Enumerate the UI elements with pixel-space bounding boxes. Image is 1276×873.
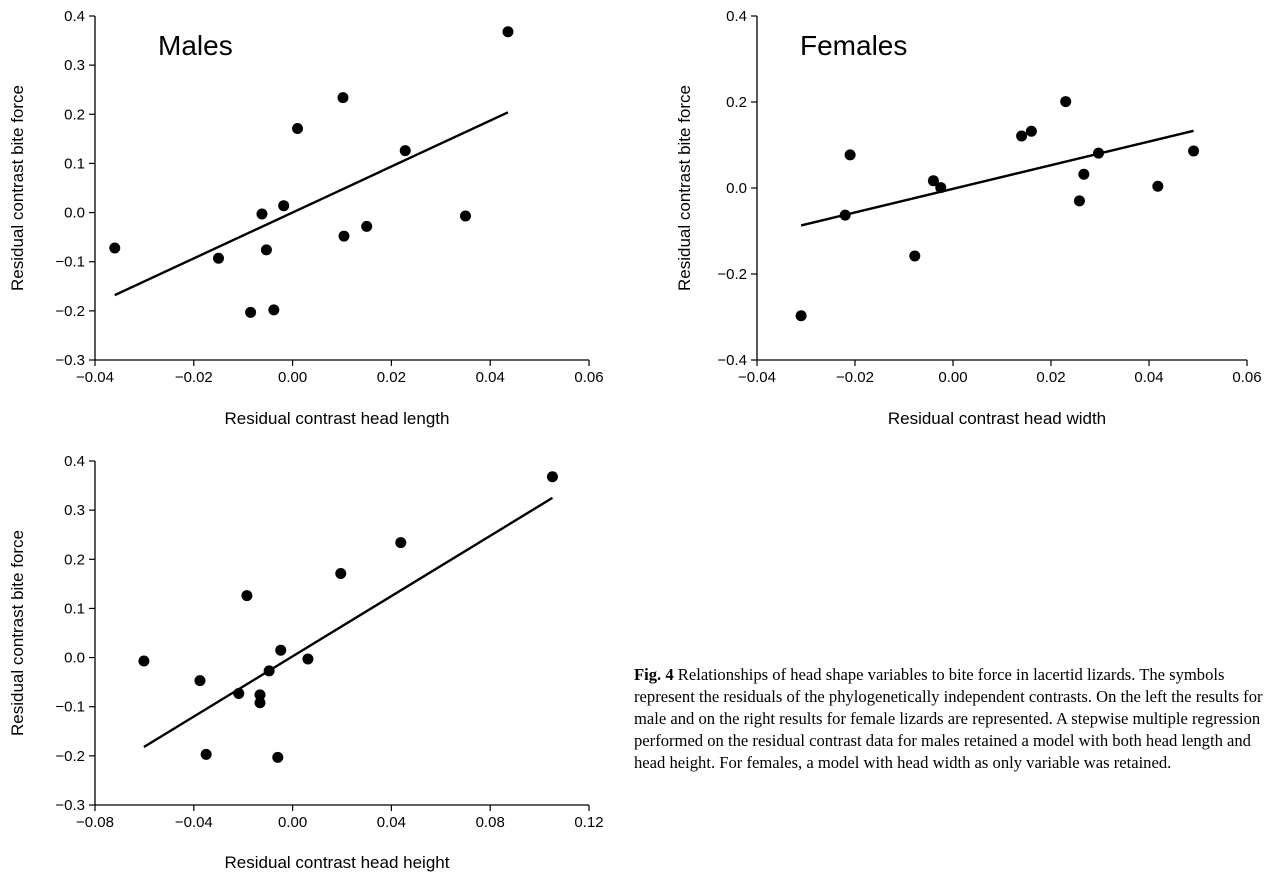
data-point bbox=[213, 252, 224, 264]
x-tick-label: −0.02 bbox=[836, 369, 874, 386]
data-point bbox=[1093, 147, 1105, 159]
regression-line bbox=[143, 496, 554, 749]
x-tick-label: 0.06 bbox=[574, 369, 603, 386]
data-point bbox=[502, 26, 514, 38]
x-tick-label: 0.04 bbox=[1134, 369, 1163, 386]
caption-label: Fig. 4 bbox=[634, 665, 674, 684]
y-tick-label: 0.4 bbox=[726, 8, 747, 25]
y-axis-label: Residual contrast bite force bbox=[8, 85, 27, 291]
x-tick-label: 0.00 bbox=[278, 369, 307, 386]
x-axis-label: Residual contrast head height bbox=[225, 853, 450, 872]
x-tick-label: −0.04 bbox=[76, 369, 114, 386]
data-point bbox=[233, 687, 245, 699]
females-head-width-chart: 0.4 0.2 0.0 −0.2 −0.4−0.04 −0.02 0.00 0.02 0.04 0… bbox=[675, 8, 1262, 428]
data-point bbox=[1060, 96, 1072, 108]
y-tick-label: 0.1 bbox=[64, 600, 85, 617]
data-point bbox=[361, 220, 373, 232]
y-tick-label: −0.1 bbox=[55, 254, 85, 271]
data-point bbox=[395, 537, 407, 549]
x-tick-label: −0.08 bbox=[76, 814, 114, 831]
data-point bbox=[795, 310, 807, 322]
x-axis-label: Residual contrast head length bbox=[225, 409, 450, 428]
x-tick-label: 0.04 bbox=[377, 814, 406, 831]
data-point bbox=[278, 200, 290, 212]
data-point bbox=[1152, 180, 1164, 192]
x-tick-label: 0.06 bbox=[1232, 369, 1261, 386]
data-point bbox=[194, 675, 206, 687]
y-axis-label: Residual contrast bite force bbox=[8, 530, 27, 736]
x-tick-label: 0.02 bbox=[1036, 369, 1065, 386]
regression-line bbox=[800, 129, 1194, 227]
y-tick-label: −0.1 bbox=[55, 699, 85, 716]
y-tick-label: 0.1 bbox=[64, 155, 85, 172]
data-point bbox=[275, 644, 287, 656]
y-tick-label: 0.2 bbox=[726, 94, 747, 111]
y-tick-label: 0.4 bbox=[64, 8, 85, 25]
data-point bbox=[335, 568, 347, 580]
data-point bbox=[1078, 168, 1090, 180]
x-tick-label: −0.02 bbox=[175, 369, 213, 386]
data-point bbox=[1188, 145, 1200, 157]
data-point bbox=[399, 145, 411, 157]
y-tick-label: −0.2 bbox=[717, 266, 747, 283]
data-point bbox=[245, 306, 257, 318]
data-point bbox=[927, 175, 939, 187]
data-point bbox=[844, 149, 856, 161]
data-point bbox=[254, 697, 266, 709]
y-tick-label: 0.2 bbox=[64, 551, 85, 568]
caption-text: Relationships of head shape variables to… bbox=[634, 665, 1263, 772]
y-tick-label: −0.2 bbox=[55, 748, 85, 765]
data-point bbox=[338, 230, 350, 242]
data-point bbox=[460, 210, 471, 222]
y-tick-label: 0.2 bbox=[64, 106, 85, 123]
x-tick-label: 0.00 bbox=[278, 814, 307, 831]
data-point bbox=[268, 304, 280, 316]
data-point bbox=[109, 242, 121, 254]
y-tick-label: 0.3 bbox=[64, 502, 85, 519]
x-axis-label: Residual contrast head width bbox=[888, 409, 1106, 428]
data-point bbox=[1073, 195, 1085, 207]
figure-caption: Fig. 4 Relationships of head shape varia… bbox=[634, 664, 1274, 774]
panel-title: Females bbox=[800, 30, 907, 61]
data-point bbox=[909, 250, 921, 262]
data-point bbox=[138, 655, 150, 667]
data-point bbox=[546, 471, 558, 483]
data-point bbox=[839, 209, 851, 221]
x-tick-label: 0.00 bbox=[938, 369, 967, 386]
panel-title: Males bbox=[158, 30, 233, 61]
data-point bbox=[272, 751, 284, 763]
data-point bbox=[256, 208, 268, 220]
x-tick-label: 0.12 bbox=[574, 814, 603, 831]
y-tick-label: −0.3 bbox=[55, 352, 85, 369]
data-point bbox=[254, 689, 266, 701]
y-tick-label: −0.2 bbox=[55, 303, 85, 320]
data-point bbox=[263, 665, 275, 677]
data-point bbox=[200, 748, 212, 760]
regression-line bbox=[114, 111, 509, 297]
y-tick-label: 0.4 bbox=[64, 453, 85, 470]
data-point bbox=[337, 92, 349, 104]
y-axis-label: Residual contrast bite force bbox=[675, 85, 694, 291]
data-point bbox=[1025, 125, 1037, 137]
x-tick-label: −0.04 bbox=[175, 814, 213, 831]
data-point bbox=[935, 182, 947, 194]
x-tick-label: 0.08 bbox=[476, 814, 505, 831]
y-tick-label: 0.3 bbox=[64, 57, 85, 74]
y-tick-label: 0.0 bbox=[64, 205, 85, 222]
data-point bbox=[1016, 130, 1028, 142]
y-tick-label: −0.4 bbox=[717, 352, 747, 369]
data-point bbox=[260, 244, 272, 256]
x-tick-label: −0.04 bbox=[738, 369, 776, 386]
data-point bbox=[292, 123, 304, 135]
data-point bbox=[241, 590, 253, 602]
y-tick-label: −0.3 bbox=[55, 797, 85, 814]
x-tick-label: 0.04 bbox=[476, 369, 505, 386]
males-head-height-chart: 0.4 0.3 0.2 0.1 0.0 −0.1 −0.2 −0.3−0.08 −0.04 0.0… bbox=[8, 453, 604, 872]
data-point bbox=[302, 653, 314, 665]
x-tick-label: 0.02 bbox=[377, 369, 406, 386]
y-tick-label: 0.0 bbox=[64, 650, 85, 667]
males-head-length-chart: 0.4 0.3 0.2 0.1 0.0 −0.1 −0.2 −0.3−0.04 −0.02 0.0… bbox=[8, 8, 604, 428]
y-tick-label: 0.0 bbox=[726, 180, 747, 197]
